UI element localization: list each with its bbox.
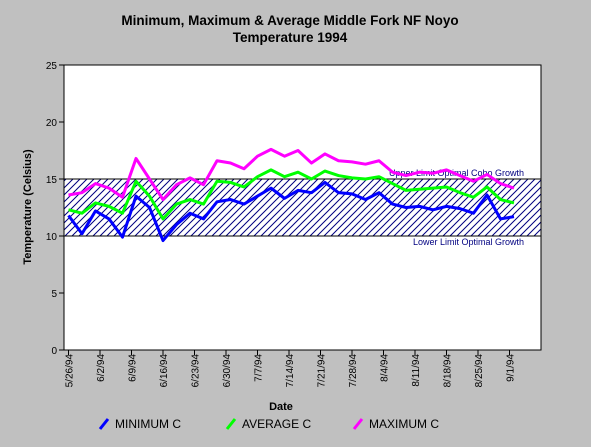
legend-label: MINIMUM C: [115, 417, 181, 431]
x-tick-label: 6/9/94: [128, 354, 139, 382]
legend-swatch: [352, 418, 364, 430]
series-line: [68, 147, 515, 202]
y-axis-label: Temperature (Celsius): [22, 149, 34, 265]
annotation: Lower Limit Optimal Growth: [413, 237, 524, 247]
x-tick-label: 6/16/94: [159, 354, 170, 388]
x-tick-label: 8/25/94: [474, 354, 485, 388]
legend-label: MAXIMUM C: [369, 417, 439, 431]
x-tick-label: 7/7/94: [254, 354, 265, 382]
series-line: [68, 168, 515, 221]
x-tick-label: 8/18/94: [443, 354, 454, 388]
x-tick-label: 6/2/94: [96, 354, 107, 382]
x-tick-label: 6/30/94: [222, 354, 233, 388]
x-tick-label: 7/28/94: [348, 354, 359, 388]
y-tick-label: 5: [51, 289, 57, 300]
y-tick-label: 25: [46, 61, 58, 72]
chart-title: Minimum, Maximum & Average Middle Fork N…: [121, 13, 458, 28]
y-tick-label: 0: [51, 346, 57, 357]
legend-label: AVERAGE C: [242, 417, 311, 431]
y-tick-label: 15: [46, 175, 58, 186]
plot: 0 5 10 15 20 25 5/26/94 6/2/94 6/9/94 6/16/94 6/23…: [46, 61, 542, 431]
x-tick-label: 7/14/94: [285, 354, 296, 388]
y-tick-label: 20: [46, 118, 58, 129]
x-tick-label: 5/26/94: [65, 354, 76, 388]
x-tick-label: 8/11/94: [411, 354, 422, 387]
x-tick-label: 7/21/94: [317, 354, 328, 388]
chart-title: Temperature 1994: [233, 30, 348, 45]
y-tick-label: 10: [46, 232, 58, 243]
x-tick-label: 6/23/94: [191, 354, 202, 388]
legend-swatch: [225, 418, 237, 430]
x-axis-label: Date: [269, 401, 293, 413]
legend-swatch: [98, 418, 110, 430]
series-line: [67, 180, 515, 243]
x-tick-label: 8/4/94: [380, 354, 391, 382]
x-tick-label: 9/1/94: [506, 354, 517, 382]
optimal-band: [63, 178, 542, 237]
